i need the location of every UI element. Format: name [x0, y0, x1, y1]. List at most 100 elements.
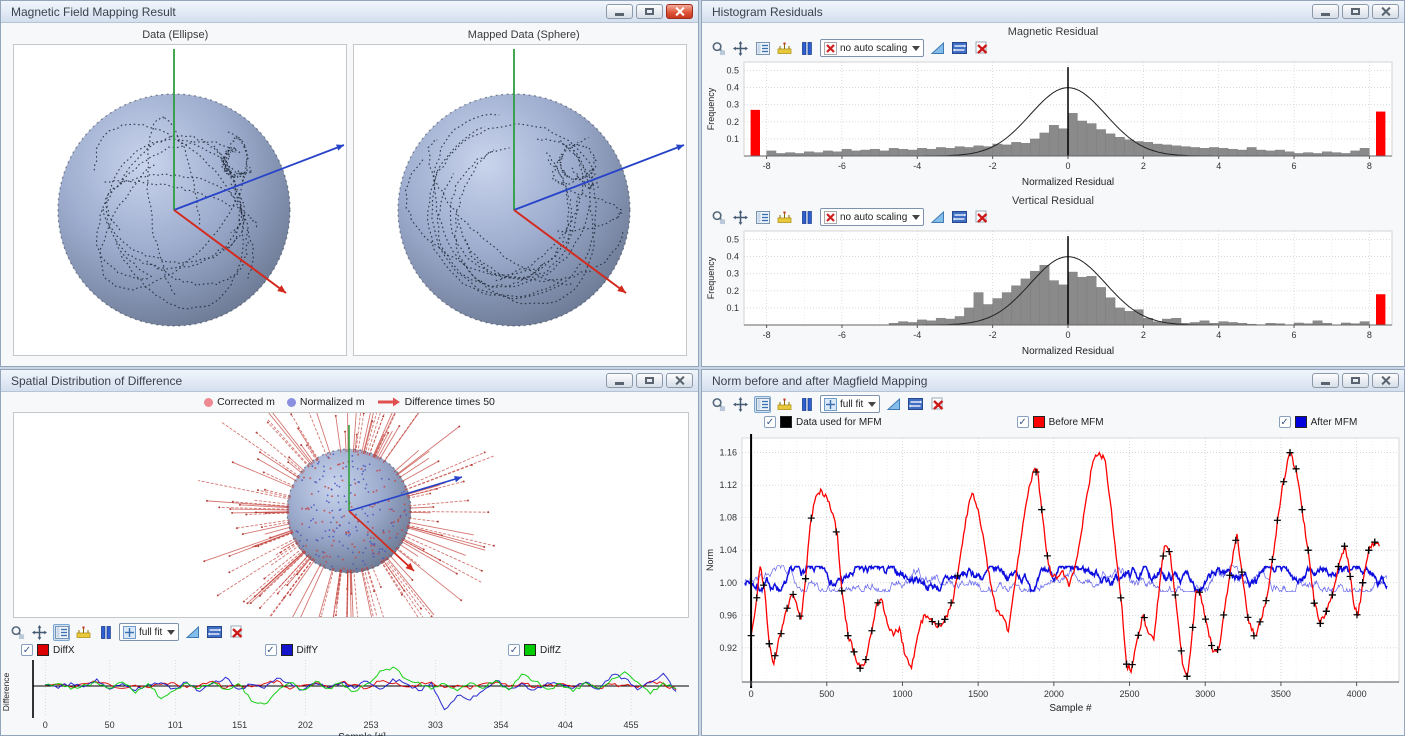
window-titlebar[interactable]: Spatial Distribution of Difference: [1, 370, 698, 392]
clear-tool-icon[interactable]: [973, 40, 990, 57]
legend-tool-icon[interactable]: [754, 395, 771, 413]
legend-tool-icon[interactable]: [53, 623, 70, 641]
maximize-button[interactable]: [636, 373, 663, 388]
svg-text:1000: 1000: [892, 689, 912, 699]
checkbox-icon: ✓: [264, 644, 277, 656]
window-title: Histogram Residuals: [712, 4, 823, 19]
scale-tool-icon[interactable]: [776, 40, 793, 57]
scaling-dropdown[interactable]: no auto scaling: [820, 39, 925, 57]
magnetic-residual-section: Magnetic Residual no auto scaling 0.1 0.2…: [702, 23, 1404, 192]
pause-tool-icon[interactable]: [97, 624, 114, 641]
angle-tool-icon[interactable]: [929, 40, 946, 57]
norm-content: full fit ✓ Data used for MFM ✓ Before MFM …: [702, 392, 1404, 735]
legend-tool-icon[interactable]: [754, 209, 771, 226]
pause-tool-icon[interactable]: [798, 396, 815, 413]
svg-text:354: 354: [494, 720, 509, 730]
maximize-button[interactable]: [636, 4, 663, 19]
svg-text:-4: -4: [913, 330, 921, 340]
maximize-icon: [1351, 8, 1360, 15]
clear-tool-icon[interactable]: [929, 396, 946, 413]
pan-tool-icon[interactable]: [732, 40, 749, 57]
vertical-residual-chart[interactable]: 0.1 0.2 0.3 0.4 0.5 -8 -6 -4 -2 0 2 4 6 8 Normalized R…: [702, 227, 1402, 361]
minimize-icon: [1321, 381, 1330, 385]
maximize-button[interactable]: [1342, 373, 1369, 388]
chevron-down-icon: [912, 214, 921, 220]
clear-tool-icon[interactable]: [228, 624, 245, 641]
svg-text:0: 0: [1065, 330, 1070, 340]
plot-mapped-data-sphere[interactable]: [353, 44, 687, 356]
scaling-dropdown[interactable]: no auto scaling: [820, 208, 925, 226]
svg-text:2: 2: [1141, 330, 1146, 340]
chevron-down-icon: [868, 401, 877, 407]
mapping-content: Data (Ellipse) Mapped Data (Sphere): [1, 23, 698, 366]
angle-tool-icon[interactable]: [885, 396, 902, 413]
angle-tool-icon[interactable]: [184, 624, 201, 641]
series-swatch: [780, 416, 792, 428]
close-button[interactable]: [666, 373, 693, 388]
plot-data-ellipse[interactable]: [13, 44, 347, 356]
checkbox-diffz[interactable]: ✓ DiffZ: [508, 644, 561, 656]
axes-tool-icon[interactable]: [907, 396, 924, 413]
scaling-dropdown[interactable]: full fit: [820, 395, 881, 413]
angle-tool-icon[interactable]: [929, 209, 946, 226]
window-titlebar[interactable]: Magnetic Field Mapping Result: [1, 1, 698, 23]
svg-text:1.04: 1.04: [719, 545, 737, 555]
svg-text:1.16: 1.16: [719, 448, 737, 458]
legend-tool-icon[interactable]: [754, 40, 771, 57]
checkbox-data-used[interactable]: ✓ Data used for MFM: [764, 416, 882, 428]
zoom-tool-icon[interactable]: [710, 40, 727, 57]
close-button[interactable]: [666, 4, 693, 19]
svg-text:0.96: 0.96: [719, 610, 737, 620]
checkbox-before-mfm[interactable]: ✓ Before MFM: [1016, 416, 1104, 428]
zoom-tool-icon[interactable]: [710, 396, 727, 413]
scaling-dropdown[interactable]: full fit: [119, 623, 180, 641]
clear-tool-icon[interactable]: [973, 209, 990, 226]
zoom-tool-icon[interactable]: [9, 624, 26, 641]
pause-tool-icon[interactable]: [798, 209, 815, 226]
axes-tool-icon[interactable]: [206, 624, 223, 641]
svg-text:-8: -8: [763, 161, 771, 171]
close-icon: [1380, 7, 1391, 16]
minimize-button[interactable]: [606, 4, 633, 19]
pan-tool-icon[interactable]: [732, 209, 749, 226]
pan-tool-icon[interactable]: [31, 624, 48, 641]
checkbox-icon: ✓: [508, 644, 520, 656]
svg-text:1.12: 1.12: [719, 480, 737, 490]
checkbox-icon: ✓: [1016, 416, 1029, 428]
norm-series-toggles: ✓ Data used for MFM ✓ Before MFM ✓ After MF…: [702, 414, 1404, 430]
scale-tool-icon[interactable]: [776, 396, 793, 413]
scale-tool-icon[interactable]: [776, 209, 793, 226]
checkbox-diffx[interactable]: ✓ DiffX: [21, 644, 75, 656]
svg-text:Sample [#]: Sample [#]: [338, 732, 386, 736]
window-titlebar[interactable]: Norm before and after Magfield Mapping: [702, 370, 1404, 392]
magnetic-residual-chart[interactable]: 0.1 0.2 0.3 0.4 0.5 -8 -6 -4 -2 0 2 4 6 8 Normalized R…: [702, 58, 1402, 192]
svg-text:6: 6: [1292, 330, 1297, 340]
scale-tool-icon[interactable]: [75, 624, 92, 641]
difference-chart[interactable]: 0 50 101 151 202 253 303 354 404 455 Sample [#] Dif…: [1, 658, 697, 736]
zoom-tool-icon[interactable]: [710, 209, 727, 226]
minimize-button[interactable]: [1312, 4, 1339, 19]
norm-chart[interactable]: 0.92 0.96 1.00 1.04 1.08 1.12 1.16 0 500 1000 1500…: [702, 430, 1404, 730]
close-button[interactable]: [1372, 373, 1399, 388]
svg-text:Sample #: Sample #: [1049, 703, 1092, 714]
svg-text:-2: -2: [989, 330, 997, 340]
minimize-button[interactable]: [606, 373, 633, 388]
svg-text:2: 2: [1141, 161, 1146, 171]
axes-tool-icon[interactable]: [951, 40, 968, 57]
checkbox-diffy[interactable]: ✓ DiffY: [264, 644, 318, 656]
svg-text:202: 202: [298, 720, 313, 730]
pan-tool-icon[interactable]: [732, 396, 749, 413]
axes-tool-icon[interactable]: [951, 209, 968, 226]
svg-text:0.4: 0.4: [726, 252, 739, 262]
pause-tool-icon[interactable]: [798, 40, 815, 57]
checkbox-after-mfm[interactable]: ✓ After MFM: [1278, 416, 1358, 428]
close-button[interactable]: [1372, 4, 1399, 19]
svg-text:Normalized Residual: Normalized Residual: [1022, 346, 1114, 357]
maximize-button[interactable]: [1342, 4, 1369, 19]
svg-text:455: 455: [624, 720, 639, 730]
window-titlebar[interactable]: Histogram Residuals: [702, 1, 1404, 23]
plot-spatial-difference[interactable]: [13, 412, 689, 618]
svg-text:3500: 3500: [1271, 689, 1291, 699]
window-magnetic-field-mapping: Magnetic Field Mapping Result Data (Elli…: [0, 0, 699, 367]
minimize-button[interactable]: [1312, 373, 1339, 388]
